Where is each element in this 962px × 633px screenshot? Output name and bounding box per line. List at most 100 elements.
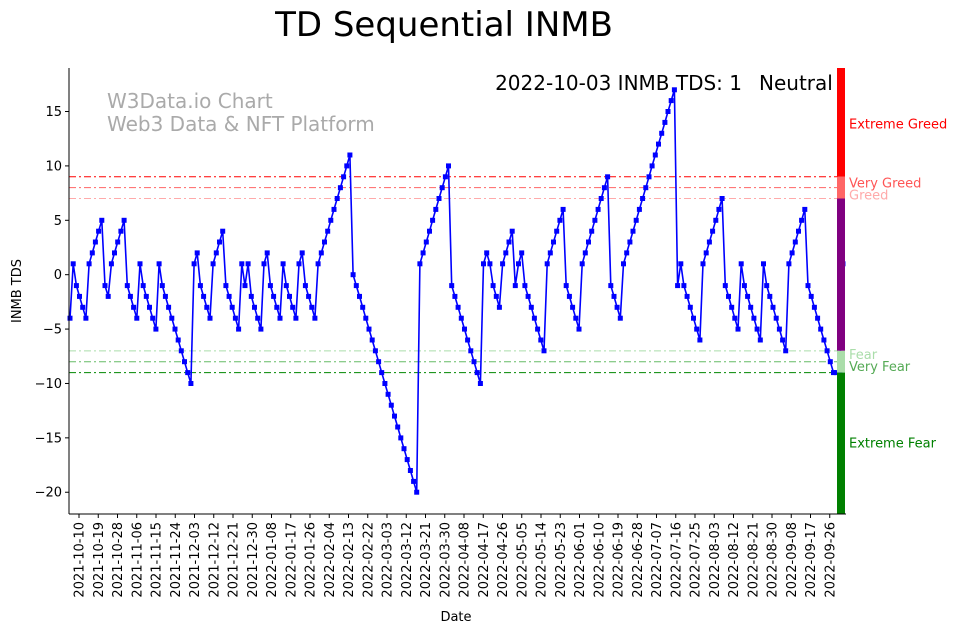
data-point xyxy=(290,304,296,310)
x-tick-label: 2022-04-08 xyxy=(458,522,473,598)
data-point xyxy=(366,326,372,332)
x-tick-label: 2022-07-25 xyxy=(689,522,704,598)
data-point xyxy=(86,261,92,267)
data-point xyxy=(423,239,429,245)
data-point xyxy=(306,293,312,299)
x-tick-label: 2022-03-30 xyxy=(438,522,453,598)
data-point xyxy=(77,293,82,299)
data-point xyxy=(201,293,207,299)
x-tick-label: 2022-06-28 xyxy=(631,522,646,598)
zone-label: Extreme Fear xyxy=(849,436,937,451)
data-point xyxy=(118,228,124,234)
data-point xyxy=(503,250,509,256)
data-point xyxy=(182,359,187,365)
data-point xyxy=(277,315,283,321)
data-point xyxy=(156,261,162,267)
data-point xyxy=(92,239,98,245)
data-point xyxy=(360,304,366,310)
x-tick-label: 2022-03-03 xyxy=(381,522,396,598)
data-point xyxy=(80,304,86,310)
data-point xyxy=(831,370,836,376)
data-point xyxy=(178,348,184,354)
y-tick-label: 15 xyxy=(45,105,62,120)
data-point xyxy=(783,348,789,354)
data-point xyxy=(96,228,102,234)
data-point xyxy=(267,283,273,289)
data-point xyxy=(735,326,741,332)
x-tick-label: 2022-09-26 xyxy=(823,522,838,598)
data-point xyxy=(512,283,518,289)
data-point xyxy=(115,239,121,245)
data-point xyxy=(611,293,617,299)
data-point xyxy=(582,250,588,256)
x-tick-label: 2022-02-22 xyxy=(361,522,376,598)
data-point xyxy=(296,261,302,267)
data-point xyxy=(245,261,251,267)
data-point xyxy=(738,261,744,267)
data-point xyxy=(312,315,318,321)
data-point xyxy=(684,293,690,299)
series-line xyxy=(69,89,844,493)
data-point xyxy=(500,261,506,267)
data-point xyxy=(172,326,178,332)
data-point xyxy=(347,152,353,158)
data-point xyxy=(458,315,464,321)
x-tick-label: 2022-03-12 xyxy=(400,522,415,598)
data-point xyxy=(331,206,337,212)
data-point xyxy=(471,359,477,365)
data-point xyxy=(808,293,814,299)
x-tick-label: 2022-09-08 xyxy=(785,522,800,598)
data-point xyxy=(560,206,566,212)
x-tick-label: 2022-06-01 xyxy=(573,522,588,598)
data-point xyxy=(770,304,776,310)
x-tick-label: 2022-06-19 xyxy=(612,522,627,598)
y-tick-label: −5 xyxy=(43,323,62,338)
data-point xyxy=(220,228,226,234)
data-point xyxy=(169,315,175,321)
data-point xyxy=(496,304,502,310)
data-point xyxy=(605,174,611,180)
data-point xyxy=(162,293,168,299)
data-point xyxy=(786,261,792,267)
data-point xyxy=(697,337,703,343)
data-point xyxy=(83,315,89,321)
data-point xyxy=(525,293,531,299)
data-point xyxy=(334,196,340,201)
data-point xyxy=(557,217,563,223)
x-tick-label: 2022-05-23 xyxy=(554,522,569,598)
data-point xyxy=(191,261,197,267)
data-point xyxy=(761,261,766,267)
data-point xyxy=(745,293,751,299)
sentiment-bar-segment-4 xyxy=(837,372,845,514)
data-point xyxy=(722,283,728,289)
data-point xyxy=(73,283,79,289)
data-point xyxy=(315,261,321,267)
data-point xyxy=(481,261,486,267)
data-point xyxy=(299,250,305,256)
data-point xyxy=(185,370,191,376)
data-point xyxy=(153,326,159,332)
data-point xyxy=(105,293,111,299)
data-point xyxy=(436,196,442,201)
data-point xyxy=(414,489,420,495)
data-point xyxy=(102,283,108,289)
data-point xyxy=(547,250,553,256)
data-point xyxy=(398,435,404,441)
x-tick-label: 2021-11-06 xyxy=(130,522,145,598)
data-point xyxy=(522,283,528,289)
data-point xyxy=(137,261,143,267)
data-point xyxy=(280,261,286,267)
data-point xyxy=(108,261,114,267)
sentiment-bar xyxy=(837,68,845,514)
data-point xyxy=(442,174,448,180)
data-point xyxy=(194,250,200,256)
data-point xyxy=(601,185,607,191)
x-tick-label: 2022-01-17 xyxy=(284,522,299,598)
x-tick-label: 2021-10-10 xyxy=(73,522,88,598)
x-tick-label: 2021-12-30 xyxy=(246,522,261,598)
data-point xyxy=(694,326,700,332)
data-point xyxy=(719,196,725,201)
data-point xyxy=(248,293,254,299)
data-point xyxy=(112,250,117,256)
